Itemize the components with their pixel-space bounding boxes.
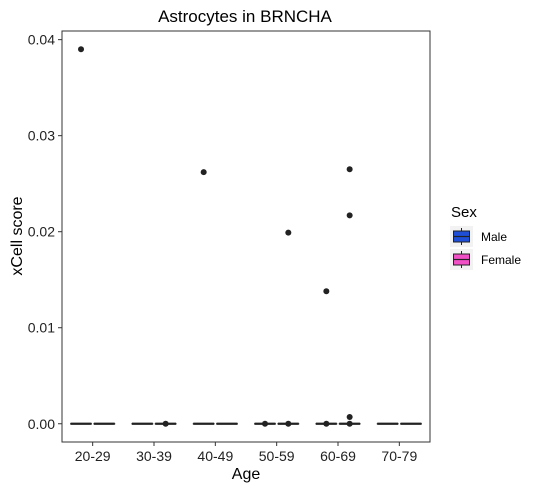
x-tick-label: 70-79 (381, 448, 417, 464)
y-tick-label: 0.02 (28, 224, 55, 240)
outlier-point (323, 420, 330, 427)
outlier-point (285, 420, 292, 427)
outlier-point (323, 288, 330, 295)
x-tick-label: 50-59 (259, 448, 295, 464)
y-tick-label: 0.03 (28, 128, 55, 144)
y-tick-label: 0.01 (28, 320, 55, 336)
legend-title: Sex (451, 204, 477, 221)
outlier-point (262, 420, 269, 427)
y-tick-label: 0.00 (28, 416, 55, 432)
legend-label: Female (481, 253, 521, 267)
plot-panel (61, 30, 431, 443)
y-axis: 0.00 0.01 0.02 0.03 0.04 (28, 32, 62, 432)
x-axis-title: Age (232, 466, 261, 483)
x-tick-label: 20-29 (75, 448, 111, 464)
outlier-layer (78, 46, 353, 427)
outlier-point (285, 229, 292, 236)
outlier-point (346, 166, 353, 173)
chart-title: Astrocytes in BRNCHA (158, 7, 332, 26)
y-tick-label: 0.04 (28, 32, 55, 48)
outlier-point (200, 169, 207, 176)
outlier-point (78, 46, 85, 53)
y-axis-title: xCell score (9, 196, 26, 275)
x-tick-label: 30-39 (136, 448, 172, 464)
outlier-point (346, 414, 353, 421)
legend-label: Male (481, 230, 507, 244)
legend: Sex Male Female (450, 204, 521, 270)
outlier-point (162, 420, 169, 427)
outlier-point (346, 420, 353, 427)
x-tick-label: 60-69 (320, 448, 356, 464)
x-tick-label: 40-49 (197, 448, 233, 464)
x-axis: 20-29 30-39 40-49 50-59 60-69 70-79 (75, 442, 417, 464)
outlier-point (346, 212, 353, 219)
